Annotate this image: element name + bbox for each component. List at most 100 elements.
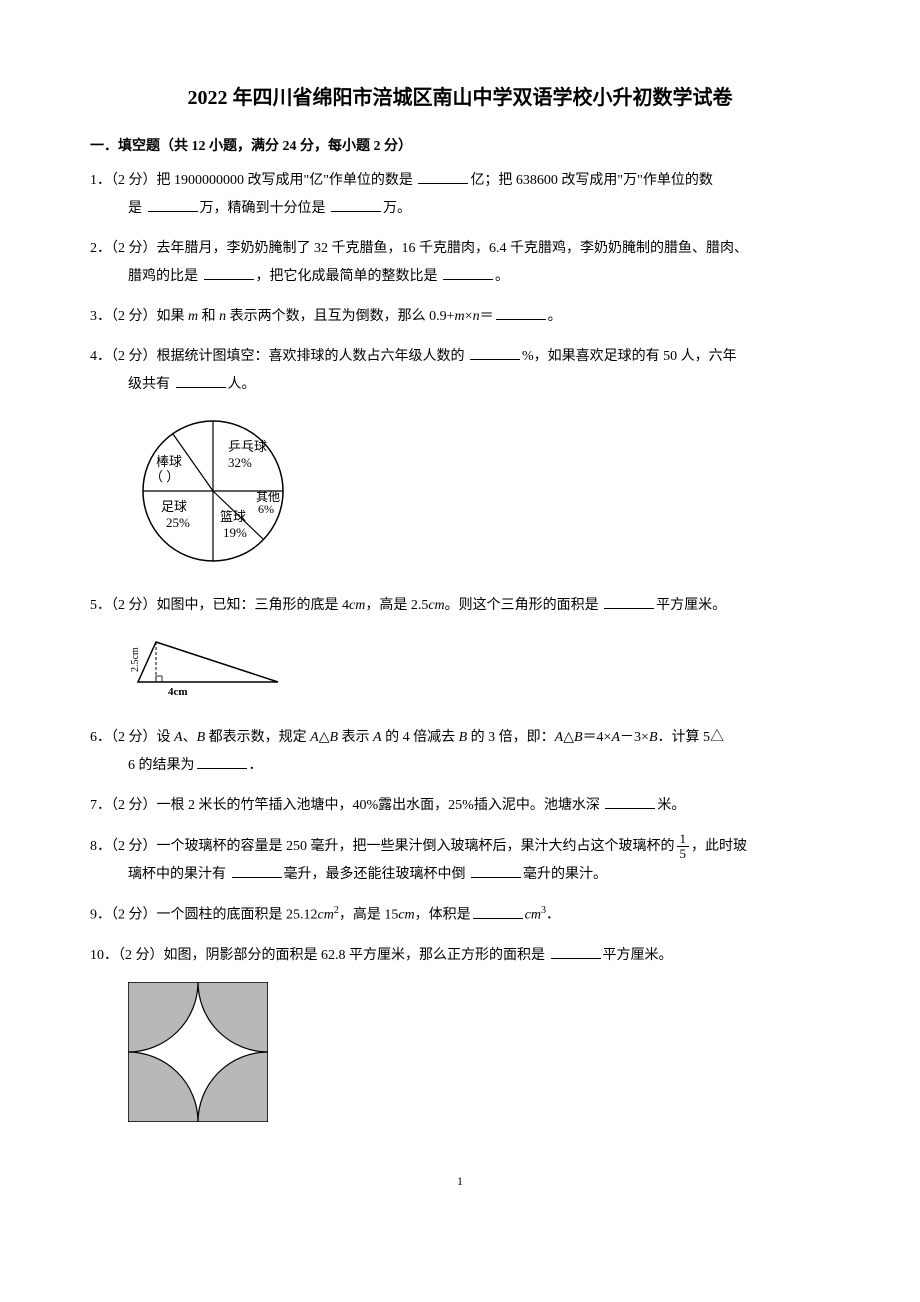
q6-text-g: 的 3 倍，即： bbox=[467, 730, 555, 745]
var-b: B bbox=[329, 730, 338, 745]
q6-text-e: 表示 bbox=[338, 730, 373, 745]
section-heading: 一．填空题（共 12 小题，满分 24 分，每小题 2 分） bbox=[90, 134, 830, 159]
question-5: 5．（2 分）如图中，已知：三角形的底是 4cm，高是 2.5cm。则这个三角形… bbox=[90, 592, 830, 620]
unit-cm: cm bbox=[349, 598, 365, 613]
q5-text-b: ，高是 2.5 bbox=[365, 598, 428, 613]
triangle-height-label: 2.5cm bbox=[130, 647, 141, 672]
unit-cm: cm bbox=[428, 598, 444, 613]
q2-text-c: ，把它化成最简单的整数比是 bbox=[256, 269, 442, 284]
var-a: A bbox=[555, 730, 564, 745]
pie-chart-svg: 乒乓球 32% 棒球 （ ） 足球 25% 篮球 19% 其他 6% bbox=[128, 411, 308, 571]
q10-text-b: 平方厘米。 bbox=[603, 948, 673, 963]
pie-chart-figure: 乒乓球 32% 棒球 （ ） 足球 25% 篮球 19% 其他 6% bbox=[128, 411, 830, 580]
question-8: 8．（2 分）一个玻璃杯的容量是 250 毫升，把一些果汁倒入玻璃杯后，果汁大约… bbox=[90, 832, 830, 890]
q6-text-f: 的 4 倍减去 bbox=[382, 730, 459, 745]
pie-label-basketball-pct: 19% bbox=[223, 525, 247, 540]
question-1: 1．（2 分）把 1900000000 改写成用"亿"作单位的数是 亿；把 63… bbox=[90, 167, 830, 223]
q9-text-a: 9．（2 分）一个圆柱的底面积是 25.12 bbox=[90, 908, 318, 923]
blank bbox=[204, 264, 254, 280]
var-a: A bbox=[310, 730, 319, 745]
blank bbox=[418, 168, 468, 184]
q2-text-a: 2．（2 分）去年腊月，李奶奶腌制了 32 千克腊鱼，16 千克腊肉，6.4 千… bbox=[90, 241, 748, 256]
var-a: A bbox=[174, 730, 183, 745]
pie-label-baseball: 棒球 bbox=[156, 454, 182, 469]
q6-text-i: ＝4× bbox=[583, 730, 612, 745]
q6-text-b: 、 bbox=[183, 730, 197, 745]
q9-text-d: ． bbox=[546, 908, 560, 923]
fraction-den: 5 bbox=[677, 847, 690, 861]
blank bbox=[197, 753, 247, 769]
q8-text-d: 毫升，最多还能往玻璃杯中倒 bbox=[284, 867, 470, 882]
unit-cm: cm bbox=[398, 908, 414, 923]
q3-text-a: 3．（2 分）如果 bbox=[90, 309, 188, 324]
q4-text-a: 4．（2 分）根据统计图填空：喜欢排球的人数占六年级人数的 bbox=[90, 349, 468, 364]
q3-text-b: 和 bbox=[198, 309, 219, 324]
blank bbox=[443, 264, 493, 280]
q6-text-h: △ bbox=[563, 730, 574, 745]
q9-text-c: ，体积是 bbox=[415, 908, 471, 923]
triangle-svg: 2.5cm 4cm bbox=[128, 632, 288, 702]
question-4: 4．（2 分）根据统计图填空：喜欢排球的人数占六年级人数的 %，如果喜欢足球的有… bbox=[90, 343, 830, 399]
question-7: 7．（2 分）一根 2 米长的竹竿插入池塘中，40%露出水面，25%插入泥中。池… bbox=[90, 792, 830, 820]
q6-text-d: △ bbox=[319, 730, 330, 745]
var-b: B bbox=[574, 730, 583, 745]
var-a: A bbox=[373, 730, 382, 745]
q6-text-j: －3× bbox=[620, 730, 649, 745]
q1-text-a: 1．（2 分）把 1900000000 改写成用"亿"作单位的数是 bbox=[90, 173, 416, 188]
triangle-base-label: 4cm bbox=[168, 686, 188, 698]
q8-text-c: 璃杯中的果汁有 bbox=[128, 867, 230, 882]
q3-text-f: 。 bbox=[548, 309, 562, 324]
q8-text-e: 毫升的果汁。 bbox=[523, 867, 607, 882]
q1-text-e: 万。 bbox=[383, 201, 411, 216]
var-b: B bbox=[197, 730, 206, 745]
q1-text-b: 亿；把 638600 改写成用"万"作单位的数 bbox=[470, 173, 712, 188]
question-3: 3．（2 分）如果 m 和 n 表示两个数，且互为倒数，那么 0.9+m×n＝。 bbox=[90, 303, 830, 331]
right-angle-icon bbox=[156, 676, 162, 682]
q4-text-c: 级共有 bbox=[128, 377, 174, 392]
page-number: 1 bbox=[90, 1171, 830, 1193]
q5-text-c: 。则这个三角形的面积是 bbox=[445, 598, 603, 613]
var-m: m bbox=[455, 309, 465, 324]
var-b: B bbox=[649, 730, 658, 745]
q2-text-b: 腊鸡的比是 bbox=[128, 269, 202, 284]
blank bbox=[331, 196, 381, 212]
pie-label-pingpong-pct: 32% bbox=[228, 455, 252, 470]
pie-label-baseball-paren: （ ） bbox=[150, 469, 179, 484]
triangle-figure: 2.5cm 4cm bbox=[128, 632, 830, 711]
page-title: 2022 年四川省绵阳市涪城区南山中学双语学校小升初数学试卷 bbox=[90, 80, 830, 116]
q10-text-a: 10．（2 分）如图，阴影部分的面积是 62.8 平方厘米，那么正方形的面积是 bbox=[90, 948, 549, 963]
blank bbox=[232, 862, 282, 878]
question-9: 9．（2 分）一个圆柱的底面积是 25.12cm2，高是 15cm，体积是cm3… bbox=[90, 901, 830, 930]
question-10: 10．（2 分）如图，阴影部分的面积是 62.8 平方厘米，那么正方形的面积是 … bbox=[90, 942, 830, 970]
var-b: B bbox=[459, 730, 468, 745]
question-6: 6．（2 分）设 A、B 都表示数，规定 A△B 表示 A 的 4 倍减去 B … bbox=[90, 724, 830, 780]
blank bbox=[176, 372, 226, 388]
pie-label-pingpong: 乒乓球 bbox=[228, 439, 267, 454]
square-star-figure bbox=[128, 982, 830, 1131]
q3-text-d: × bbox=[465, 309, 473, 324]
blank bbox=[148, 196, 198, 212]
q1-text-c: 是 bbox=[128, 201, 146, 216]
q6-text-c: 都表示数，规定 bbox=[205, 730, 310, 745]
blank bbox=[471, 862, 521, 878]
fraction-num: 1 bbox=[677, 832, 690, 847]
q5-text-d: 平方厘米。 bbox=[656, 598, 726, 613]
q8-text-a: 8．（2 分）一个玻璃杯的容量是 250 毫升，把一些果汁倒入玻璃杯后，果汁大约… bbox=[90, 839, 675, 854]
blank bbox=[496, 304, 546, 320]
q2-text-d: 。 bbox=[495, 269, 509, 284]
q4-text-d: 人。 bbox=[228, 377, 256, 392]
question-2: 2．（2 分）去年腊月，李奶奶腌制了 32 千克腊鱼，16 千克腊肉，6.4 千… bbox=[90, 235, 830, 291]
q1-text-d: 万，精确到十分位是 bbox=[200, 201, 330, 216]
q6-text-m: ． bbox=[249, 758, 263, 773]
blank bbox=[604, 593, 654, 609]
fraction: 15 bbox=[677, 832, 690, 862]
unit-cm2: cm bbox=[318, 908, 334, 923]
pie-label-football-pct: 25% bbox=[166, 515, 190, 530]
q5-text-a: 5．（2 分）如图中，已知：三角形的底是 4 bbox=[90, 598, 349, 613]
blank bbox=[605, 793, 655, 809]
square-star-svg bbox=[128, 982, 268, 1122]
q4-text-b: %，如果喜欢足球的有 50 人，六年 bbox=[522, 349, 737, 364]
q8-text-b: ，此时玻 bbox=[691, 839, 747, 854]
q7-text-b: 米。 bbox=[657, 798, 685, 813]
var-a: A bbox=[611, 730, 620, 745]
